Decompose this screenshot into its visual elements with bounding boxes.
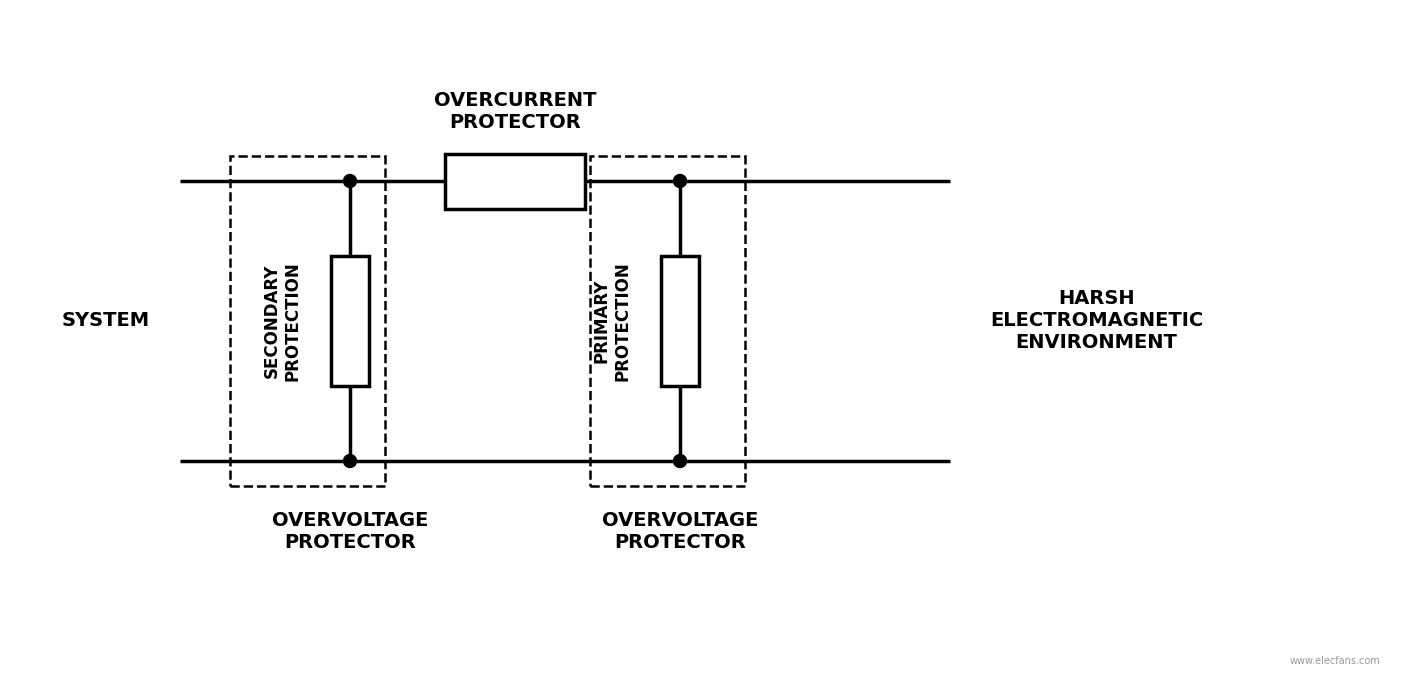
Bar xyxy=(662,256,699,386)
Text: HARSH
ELECTROMAGNETIC
ENVIRONMENT: HARSH ELECTROMAGNETIC ENVIRONMENT xyxy=(990,289,1204,353)
Text: OVERCURRENT
PROTECTOR: OVERCURRENT PROTECTOR xyxy=(434,91,596,131)
Text: SECONDARY
PROTECTION: SECONDARY PROTECTION xyxy=(263,261,302,381)
Text: www.elecfans.com: www.elecfans.com xyxy=(1289,656,1380,666)
Text: OVERVOLTAGE
PROTECTOR: OVERVOLTAGE PROTECTOR xyxy=(272,511,428,552)
Bar xyxy=(445,153,585,208)
Bar xyxy=(332,256,369,386)
Bar xyxy=(591,156,746,486)
Circle shape xyxy=(673,454,686,467)
Circle shape xyxy=(343,174,357,187)
Bar xyxy=(231,156,386,486)
Circle shape xyxy=(343,454,357,467)
Text: SYSTEM: SYSTEM xyxy=(61,311,149,330)
Circle shape xyxy=(673,174,686,187)
Text: OVERVOLTAGE
PROTECTOR: OVERVOLTAGE PROTECTOR xyxy=(602,511,758,552)
Text: PRIMARY
PROTECTION: PRIMARY PROTECTION xyxy=(592,261,632,381)
